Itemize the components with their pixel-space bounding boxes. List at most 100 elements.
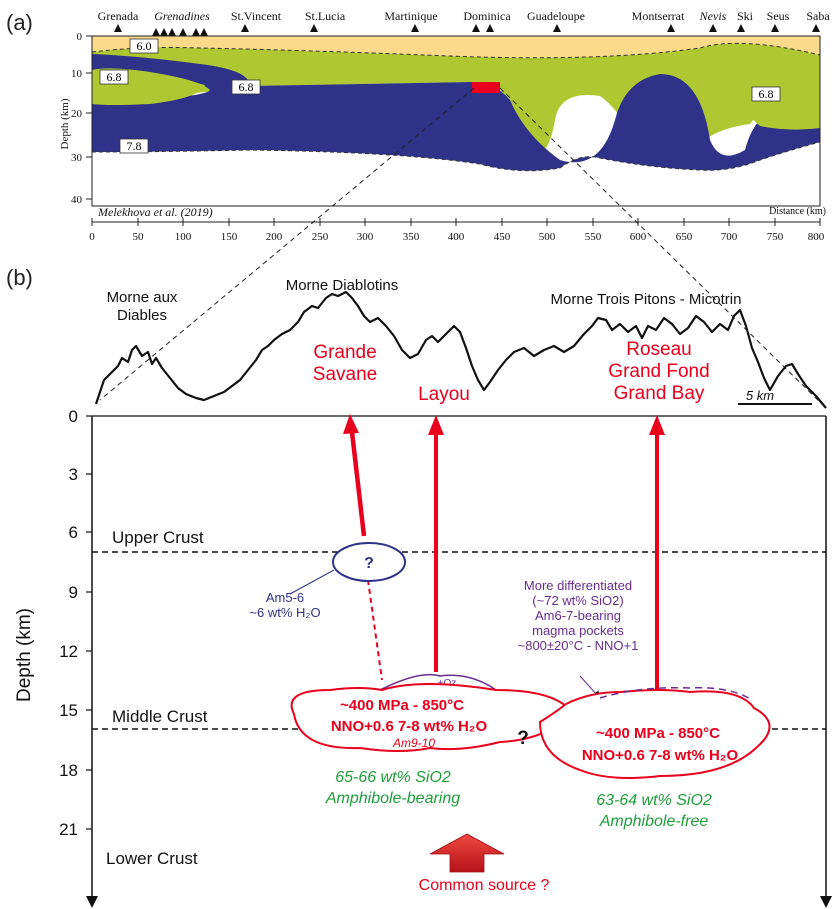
depth-axis-right [820, 416, 832, 908]
right-reservoir-dashed-top [599, 686, 753, 701]
left-chem-line1: 65-66 wt% SiO2 [335, 769, 451, 786]
right-chem-line2: Amphibole-free [599, 813, 709, 830]
distance-tick: 0 [89, 231, 95, 243]
distance-tick: 350 [403, 231, 420, 243]
feeder-dashed [367, 579, 383, 681]
island-label: Dominica [463, 9, 511, 23]
lower-crust-label: Lower Crust [106, 849, 198, 868]
panel-a-label: (a) [6, 10, 33, 35]
island-label: Ski [737, 9, 754, 23]
velocity-boxes: 6.0 6.8 6.8 6.8 7.8 [99, 38, 781, 154]
differentiated-cap [379, 673, 497, 691]
right-chem-line1: 63-64 wt% SiO2 [596, 792, 712, 809]
ascent-arrows [343, 414, 665, 690]
panel-a-ylabel: Depth (km) [59, 98, 71, 149]
citation: Melekhova et al. (2019) [97, 205, 213, 219]
depth-tick: 0 [77, 31, 83, 43]
depth-tick: 30 [71, 152, 83, 164]
island-label: Grenada [98, 9, 139, 23]
island-label: Nevis [699, 9, 727, 23]
velocity-label: 6.8 [239, 80, 254, 94]
zoom-line-right [499, 87, 827, 409]
left-reservoir-am: Am9-10 [392, 736, 435, 750]
panel-b-ylabel: Depth (km) [14, 608, 35, 702]
shallow-reservoir-pointer [289, 569, 335, 595]
island-label: Martinique [384, 9, 437, 23]
distance-tick: 200 [266, 231, 283, 243]
island-label: St.Lucia [305, 9, 346, 23]
distance-tick: 400 [448, 231, 465, 243]
left-reservoir-line1: ~400 MPa - 850°C [340, 697, 464, 714]
depth-axis-left [86, 416, 98, 908]
peak-label-center: Morne Diablotins [286, 277, 399, 294]
differentiated-pointer [579, 675, 601, 699]
panel-b-label: (b) [6, 265, 33, 290]
lower-crust-layer [92, 54, 820, 171]
right-reservoir-line1: ~400 MPa - 850°C [596, 725, 720, 742]
right-reservoir-line2: NNO+0.6 7-8 wt% H₂O [582, 747, 739, 764]
shallow-reservoir-question: ? [364, 555, 374, 572]
distance-tick: 450 [494, 231, 511, 243]
depth-tick: 40 [71, 194, 83, 206]
qz-label: +Qz [438, 678, 457, 689]
dominica-marker [472, 82, 500, 93]
shallow-reservoir [332, 542, 406, 582]
panel-b-depth-tick: 12 [59, 642, 78, 661]
panel-b-depth-tick: 9 [69, 583, 78, 602]
distance-tick: 250 [312, 231, 329, 243]
distance-axis [91, 218, 821, 226]
right-reservoir [538, 689, 771, 779]
boundary-6-0 [91, 42, 821, 59]
velocity-label: 6.8 [107, 70, 122, 84]
zoom-line-left [99, 87, 475, 401]
velocity-label: 7.8 [127, 139, 142, 153]
peak-label-right: Morne Trois Pitons - Micotrin [551, 291, 742, 308]
panel-b-depth-ticks [86, 415, 92, 830]
distance-tick: 50 [133, 231, 145, 243]
crustal-section [91, 35, 821, 207]
distance-tick: 300 [357, 231, 374, 243]
distance-tick: 750 [767, 231, 784, 243]
depth-tick: 20 [71, 108, 83, 120]
island-label: Guadeloupe [527, 9, 585, 23]
panel-b-depth-tick: 21 [59, 820, 78, 839]
panel-a-depth-ticks [86, 35, 92, 200]
differentiated-note: More differentiated (~72 wt% SiO2) Am6-7-b… [518, 578, 639, 653]
panel-b-depth-tick: 3 [69, 465, 78, 484]
boundary-7-8 [91, 141, 821, 172]
left-chem-line2: Amphibole-bearing [325, 790, 460, 807]
eruption-roseau: Roseau Grand Fond Grand Bay [608, 339, 709, 404]
arrow-grande-savane [349, 431, 367, 537]
island-label: Seus [767, 9, 790, 23]
common-source-label: Common source ? [419, 877, 550, 894]
distance-tick: 500 [539, 231, 556, 243]
eruption-layou: Layou [418, 384, 470, 405]
distance-tick: 550 [585, 231, 602, 243]
panel-b-depth-tick: 6 [69, 523, 78, 542]
distance-tick: 800 [808, 231, 825, 243]
distance-tick: 650 [676, 231, 693, 243]
common-source-arrow [429, 833, 505, 873]
island-label: St.Vincent [231, 9, 282, 23]
panel-a-xlabel: Distance (km) [769, 206, 826, 217]
distance-tick: 100 [175, 231, 192, 243]
panel-b-depth-tick: 18 [59, 761, 78, 780]
panel-b-depth-tick: 15 [59, 701, 78, 720]
island-label: Grenadines [154, 9, 210, 23]
depth-tick: 10 [71, 68, 83, 80]
topographic-profile [94, 290, 827, 409]
shallow-reservoir-note: Am5-6 ~6 wt% H₂O [249, 590, 320, 620]
island-label: Saba [806, 9, 830, 23]
left-reservoir-line2: NNO+0.6 7-8 wt% H₂O [331, 718, 488, 735]
middle-question: ? [517, 728, 529, 749]
upper-crust-layer [92, 36, 820, 58]
distance-tick: 700 [721, 231, 738, 243]
eruption-grande-savane: Grande Savane [313, 342, 377, 385]
distance-tick: 150 [221, 231, 238, 243]
scale-bar-label: 5 km [746, 388, 774, 403]
velocity-label: 6.0 [137, 39, 152, 53]
island-triangles [114, 24, 820, 36]
panel-b-depth-tick: 0 [69, 407, 78, 426]
peak-label-left: Morne aux Diables [107, 289, 178, 324]
